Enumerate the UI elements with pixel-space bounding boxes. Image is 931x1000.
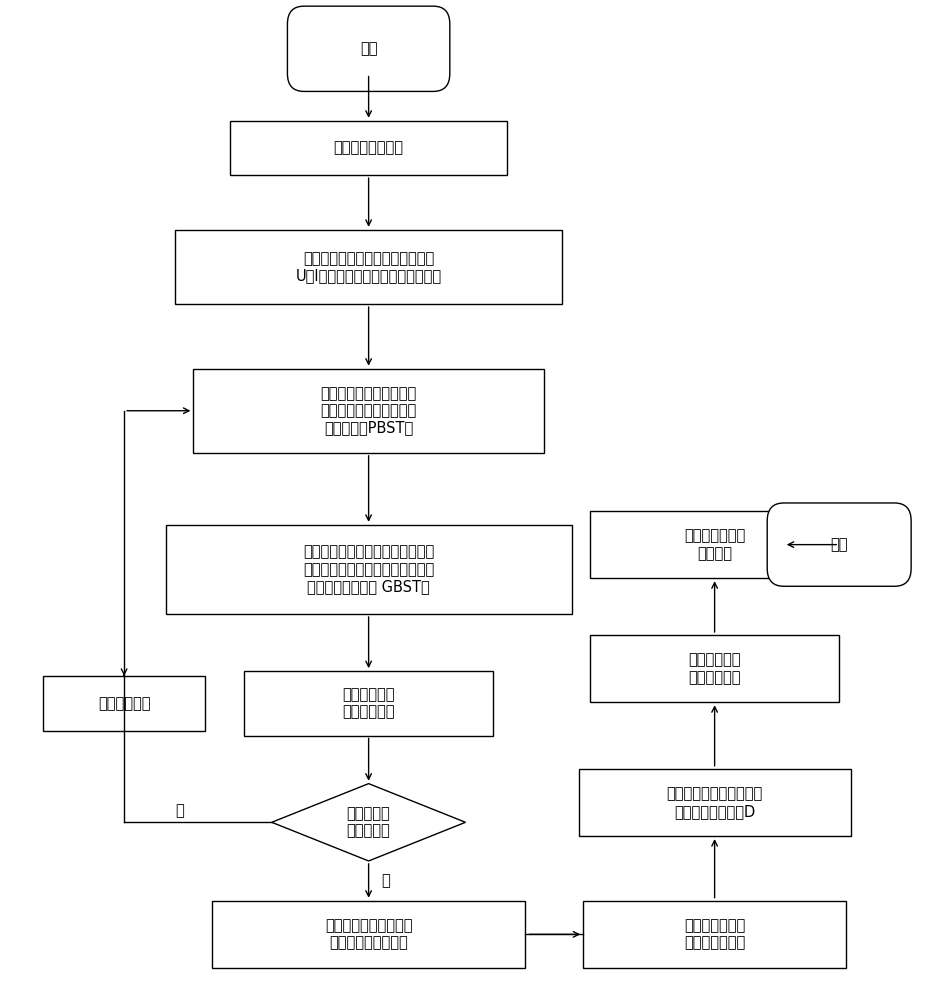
Text: 判断是否满
足迭代次数: 判断是否满 足迭代次数 [346,806,390,838]
Bar [590,635,839,702]
Bar [166,525,572,614]
Text: 否: 否 [175,803,183,818]
FancyBboxPatch shape [767,503,911,586]
Text: 继续迭代搜索: 继续迭代搜索 [98,696,151,711]
Text: 每个粒子根据最新适应値
与历史适应値比较，更新
个体最好的PBST値: 每个粒子根据最新适应値 与历史适应値比较，更新 个体最好的PBST値 [320,386,417,436]
Text: 每个粒子根据历史最优适应値与全
体粒子的最优适应値进行比较，更
新当前的全局最好 GBST値: 每个粒子根据历史最优适应値与全 体粒子的最优适应値进行比较，更 新当前的全局最好… [303,545,434,594]
Bar [244,671,493,736]
Text: 结束: 结束 [830,537,848,552]
Text: 输出目标函数的最优値
和最佳粒子所在位置: 输出目标函数的最优値 和最佳粒子所在位置 [325,918,412,951]
Bar [578,769,851,836]
Bar [211,901,525,968]
Text: 开始: 开始 [360,41,377,56]
Bar [194,369,544,453]
Text: 粒子群参数初始化: 粒子群参数初始化 [333,140,404,155]
Text: 是: 是 [381,873,389,888]
Text: 输出最终占空比
控制信号: 输出最终占空比 控制信号 [684,528,745,561]
Bar [583,901,846,968]
Bar [230,121,507,175]
FancyBboxPatch shape [288,6,450,91]
Text: 得出最大功率点
位置的输出电阻: 得出最大功率点 位置的输出电阻 [684,918,745,951]
Text: 转换成自适应占空比扰动
观法的初始占空比D: 转换成自适应占空比扰动 观法的初始占空比D [667,786,762,819]
Bar [44,676,205,731]
Bar [175,230,562,304]
Text: 更新每个粒子
的速度和位置: 更新每个粒子 的速度和位置 [343,687,395,719]
Text: 进行变步长占
空比扰动控制: 进行变步长占 空比扰动控制 [688,652,741,685]
Text: 计算由部分阴影光照情况下的输出
U、I确定的目标函数和粒子的适应値: 计算由部分阴影光照情况下的输出 U、I确定的目标函数和粒子的适应値 [295,251,441,283]
Bar [590,511,839,578]
Polygon shape [272,784,466,861]
